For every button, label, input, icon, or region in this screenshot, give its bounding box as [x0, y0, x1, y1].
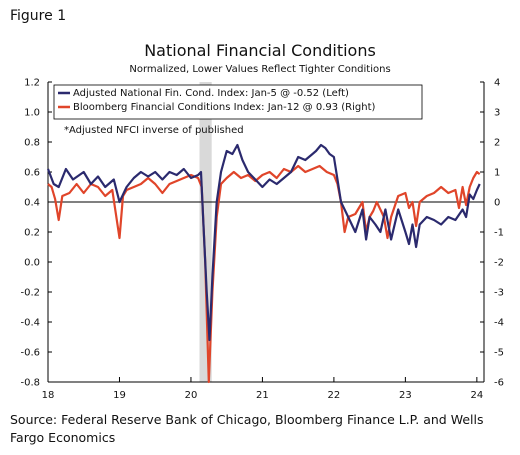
legend-label: Bloomberg Financial Conditions Index: Ja… [73, 102, 376, 113]
right-tick-label: -2 [494, 258, 504, 269]
source-note: Source: Federal Reserve Bank of Chicago,… [10, 412, 484, 445]
legend: Adjusted National Fin. Cond. Index: Jan-… [53, 84, 423, 136]
left-tick-label: 0.2 [24, 228, 40, 239]
right-tick-label: 3 [494, 108, 500, 119]
chart-title: National Financial Conditions [144, 41, 376, 60]
x-tick-label: 18 [42, 390, 55, 401]
left-tick-label: 0.4 [24, 198, 40, 209]
right-tick-label: -4 [494, 318, 504, 329]
left-tick-label: 0.8 [24, 138, 40, 149]
left-tick-label: -0.2 [20, 288, 40, 299]
right-tick-label: 2 [494, 138, 500, 149]
left-tick-label: 0.0 [24, 258, 40, 269]
axes-layer: 1.2 1.0 0.8 0.6 0.4 0.2 0.0 -0.2 -0.4 -0.6 -0.8 4 3 2… [20, 78, 504, 402]
right-tick-label: -5 [494, 348, 504, 359]
right-tick-label: 4 [494, 78, 500, 89]
chart-note: *Adjusted NFCI inverse of published [64, 125, 244, 136]
x-tick-label: 20 [185, 390, 198, 401]
x-tick-label: 24 [470, 390, 483, 401]
series-line-bloomberg [47, 164, 481, 384]
figure-label: Figure 1 [10, 8, 67, 24]
right-tick-label: 0 [494, 198, 500, 209]
chart-subtitle: Normalized, Lower Values Reflect Tighter… [129, 64, 390, 75]
left-tick-label: 0.6 [24, 168, 40, 179]
x-tick-label: 23 [399, 390, 412, 401]
right-tick-label: -3 [494, 288, 504, 299]
x-tick-label: 22 [328, 390, 341, 401]
legend-label: Adjusted National Fin. Cond. Index: Jan-… [73, 88, 349, 99]
right-tick-label: 1 [494, 168, 500, 179]
x-tick-label: 19 [113, 390, 126, 401]
chart: National Financial Conditions Normalized… [20, 41, 504, 402]
series-layer [46, 143, 481, 384]
left-tick-label: -0.8 [20, 378, 40, 389]
right-tick-label: -6 [494, 378, 504, 389]
left-tick-label: 1.2 [24, 78, 40, 89]
right-tick-label: -1 [494, 228, 504, 239]
legend-box [53, 84, 423, 120]
left-tick-label: -0.4 [20, 318, 40, 329]
left-tick-label: 1.0 [24, 108, 40, 119]
left-tick-label: -0.6 [20, 348, 40, 359]
x-tick-label: 21 [256, 390, 269, 401]
series-line-nfci [46, 143, 481, 342]
